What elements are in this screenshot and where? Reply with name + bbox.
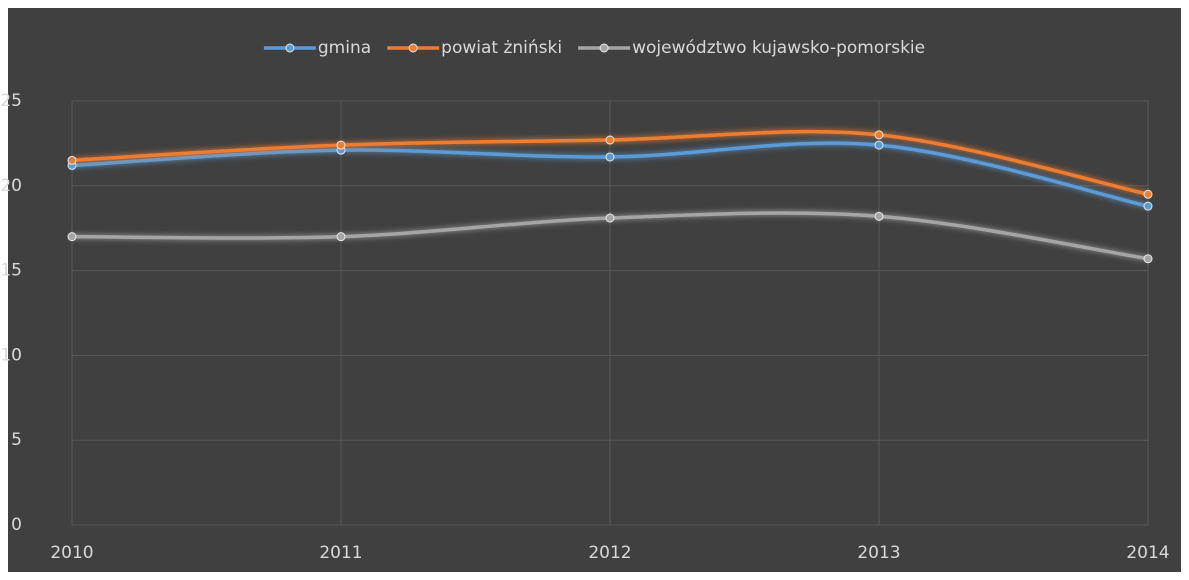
y-tick-label: 0 [11,515,22,535]
x-tick-label: 2012 [588,543,631,563]
x-tick-label: 2010 [50,543,93,563]
legend-marker [599,43,609,53]
point-marker [605,152,615,162]
legend-label: powiat żniński [441,38,562,58]
y-tick-label: 10 [0,345,22,365]
point-marker [1143,254,1153,264]
legend-label: województwo kujawsko-pomorskie [632,38,925,58]
plot-background [8,8,1181,572]
point-marker [605,213,615,223]
y-tick-label: 15 [0,261,22,281]
x-tick-label: 2013 [857,543,900,563]
y-tick-label: 5 [11,430,22,450]
y-tick-label: 20 [0,176,22,196]
x-tick-label: 2014 [1126,543,1169,563]
point-marker [1143,201,1153,211]
x-tick-label: 2011 [319,543,362,563]
point-marker [336,140,346,150]
legend-label: gmina [318,38,371,58]
point-marker [67,155,77,165]
point-marker [67,232,77,242]
point-marker [874,211,884,221]
point-marker [605,135,615,145]
y-tick-label: 25 [0,91,22,111]
point-marker [874,140,884,150]
point-marker [874,130,884,140]
point-marker [336,232,346,242]
legend-marker [285,43,295,53]
legend: gmina powiat żniński województwo kujawsko-… [263,38,925,58]
point-marker [1143,189,1153,199]
legend-marker [408,43,418,53]
